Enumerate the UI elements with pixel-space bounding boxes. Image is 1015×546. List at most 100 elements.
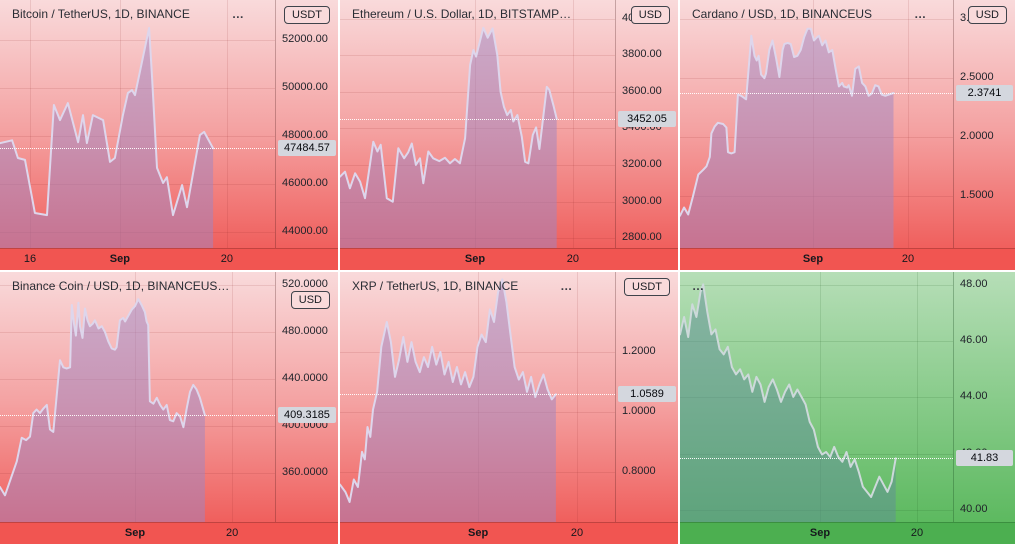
v-gridline	[226, 0, 228, 248]
currency-toggle-button[interactable]: USDT	[284, 6, 330, 24]
current-price-tag: 41.83	[956, 450, 1013, 467]
chart-panel-binance-coin-usd: 520.0000 480.0000 440.0000 400.0000 360.0000…	[0, 272, 338, 544]
more-menu-ellipsis[interactable]: …	[231, 7, 246, 21]
x-axis-tick-label: Sep	[124, 527, 146, 539]
v-gridline	[908, 0, 909, 248]
x-axis-tick-label: Sep	[464, 253, 486, 265]
symbol-header: Cardano / USD, 1D, BINANCEUS …	[692, 7, 928, 21]
y-axis-tick-label: 520.0000	[282, 278, 328, 290]
more-menu-ellipsis[interactable]: …	[560, 279, 574, 293]
x-axis-tick-label: 16	[23, 253, 37, 265]
price-area-series[interactable]	[0, 272, 275, 522]
h-gridline	[680, 397, 953, 399]
time-axis[interactable]: Sep 20	[340, 522, 678, 544]
plot-area[interactable]	[0, 272, 275, 522]
y-axis-tick-label: 360.0000	[282, 466, 328, 478]
v-gridline	[572, 0, 574, 248]
x-axis-tick-label: Sep	[468, 527, 489, 539]
time-axis[interactable]: Sep 20	[680, 248, 1015, 270]
y-axis-tick-label: 0.8000	[622, 465, 656, 477]
symbol-title[interactable]: XRP / TetherUS, 1D, BINANCE	[352, 279, 519, 293]
symbol-header: XRP / TetherUS, 1D, BINANCE …	[352, 279, 574, 293]
y-axis-tick-label: 1.0000	[622, 405, 656, 417]
x-axis-tick-label: Sep	[809, 527, 831, 539]
v-gridline	[232, 272, 234, 522]
current-price-tag: 47484.57	[278, 140, 336, 157]
h-gridline	[680, 284, 953, 286]
y-axis-tick-label: 3200.00	[622, 157, 662, 170]
y-axis-tick-label: 46.00	[960, 334, 988, 347]
y-axis-tick-label: 50000.00	[282, 80, 328, 93]
price-area-series[interactable]	[680, 272, 953, 522]
price-area-series[interactable]	[340, 272, 615, 522]
y-axis-tick-label: 3800.00	[622, 48, 662, 61]
y-axis-tick-label: 44.00	[960, 390, 988, 403]
price-area-series[interactable]	[0, 0, 275, 248]
symbol-title[interactable]: Bitcoin / TetherUS, 1D, BINANCE	[12, 7, 190, 21]
plot-area[interactable]	[340, 272, 615, 522]
price-area-series[interactable]	[680, 0, 953, 248]
price-axis[interactable]: 52000.00 50000.00 48000.00 46000.00 44000.00…	[275, 0, 338, 248]
price-axis[interactable]: 4000.003800.003600.003400.003200.003000.…	[615, 0, 678, 248]
chart-panel-xrp-tetherus: 1.2000 1.0000 0.8000 1.0589 Sep 20 XRP / Tet…	[340, 272, 678, 544]
x-axis-tick-label: 20	[901, 253, 915, 265]
symbol-title[interactable]: Binance Coin / USD, 1D, BINANCEUS…	[12, 279, 230, 293]
symbol-header: Ethereum / U.S. Dollar, 1D, BITSTAMP…	[352, 7, 613, 21]
time-axis[interactable]: Sep 20	[0, 522, 338, 544]
currency-toggle-button[interactable]: USD	[630, 6, 670, 24]
time-axis[interactable]: 16 Sep 20	[0, 248, 338, 270]
chart-panel-bitcoin-tetherus: 52000.00 50000.00 48000.00 46000.00 44000.00…	[0, 0, 338, 270]
y-axis-tick-label: 44000.00	[282, 224, 328, 237]
y-axis-tick-label: 3000.00	[622, 194, 662, 207]
time-axis[interactable]: Sep 20	[340, 248, 678, 270]
current-price-line	[680, 93, 953, 94]
x-axis-tick-label: 20	[566, 253, 580, 265]
plot-area[interactable]	[0, 0, 275, 248]
time-axis[interactable]: Sep 20	[680, 522, 1015, 544]
v-gridline	[30, 0, 31, 248]
y-axis-tick-label: 2.0000	[960, 129, 994, 142]
price-area-series[interactable]	[340, 0, 615, 248]
currency-toggle-button[interactable]: USDT	[624, 278, 670, 296]
currency-toggle-button[interactable]: USD	[967, 6, 1007, 24]
current-price-tag: 1.0589	[618, 386, 676, 403]
symbol-header: Bitcoin / TetherUS, 1D, BINANCE …	[12, 7, 245, 21]
price-axis[interactable]: 1.2000 1.0000 0.8000 1.0589	[615, 272, 678, 522]
plot-area[interactable]	[680, 272, 953, 522]
v-gridline	[820, 272, 821, 522]
x-axis-tick-label: 20	[220, 253, 234, 265]
symbol-title[interactable]: Ethereum / U.S. Dollar, 1D, BITSTAMP…	[352, 7, 572, 21]
v-gridline	[577, 272, 578, 522]
symbol-header: Binance Coin / USD, 1D, BINANCEUS…	[12, 279, 271, 293]
y-axis-tick-label: 480.0000	[282, 325, 328, 337]
price-axis[interactable]: 520.0000 480.0000 440.0000 400.0000 360.0000…	[275, 272, 338, 522]
plot-area[interactable]	[340, 0, 615, 248]
currency-toggle-button[interactable]: USD	[290, 291, 330, 309]
y-axis-tick-label: 48000.00	[282, 128, 328, 141]
y-axis-tick-label: 1.5000	[960, 188, 994, 201]
y-axis-tick-label: 40.00	[960, 502, 988, 515]
plot-area[interactable]	[680, 0, 953, 248]
h-gridline	[340, 18, 615, 20]
current-price-tag: 409.3185	[278, 407, 336, 424]
symbol-title[interactable]: Cardano / USD, 1D, BINANCEUS	[692, 7, 873, 21]
y-axis-tick-label: 440.0000	[282, 372, 328, 384]
y-axis-tick-label: 2.5000	[960, 71, 994, 84]
chart-panel-ethereum-usd: 4000.003800.003600.003400.003200.003000.…	[340, 0, 678, 270]
current-price-line	[340, 118, 615, 120]
x-axis-tick-label: 20	[570, 527, 584, 539]
more-menu-ellipsis[interactable]: …	[914, 7, 928, 21]
y-axis-tick-label: 46000.00	[282, 176, 328, 189]
h-gridline	[680, 19, 953, 21]
y-axis-tick-label: 2800.00	[622, 231, 662, 244]
current-price-line	[340, 394, 615, 396]
current-price-line	[0, 148, 275, 150]
symbol-header: …	[692, 279, 706, 293]
y-axis-tick-label: 1.2000	[622, 345, 656, 357]
more-menu-ellipsis[interactable]: …	[692, 279, 706, 293]
